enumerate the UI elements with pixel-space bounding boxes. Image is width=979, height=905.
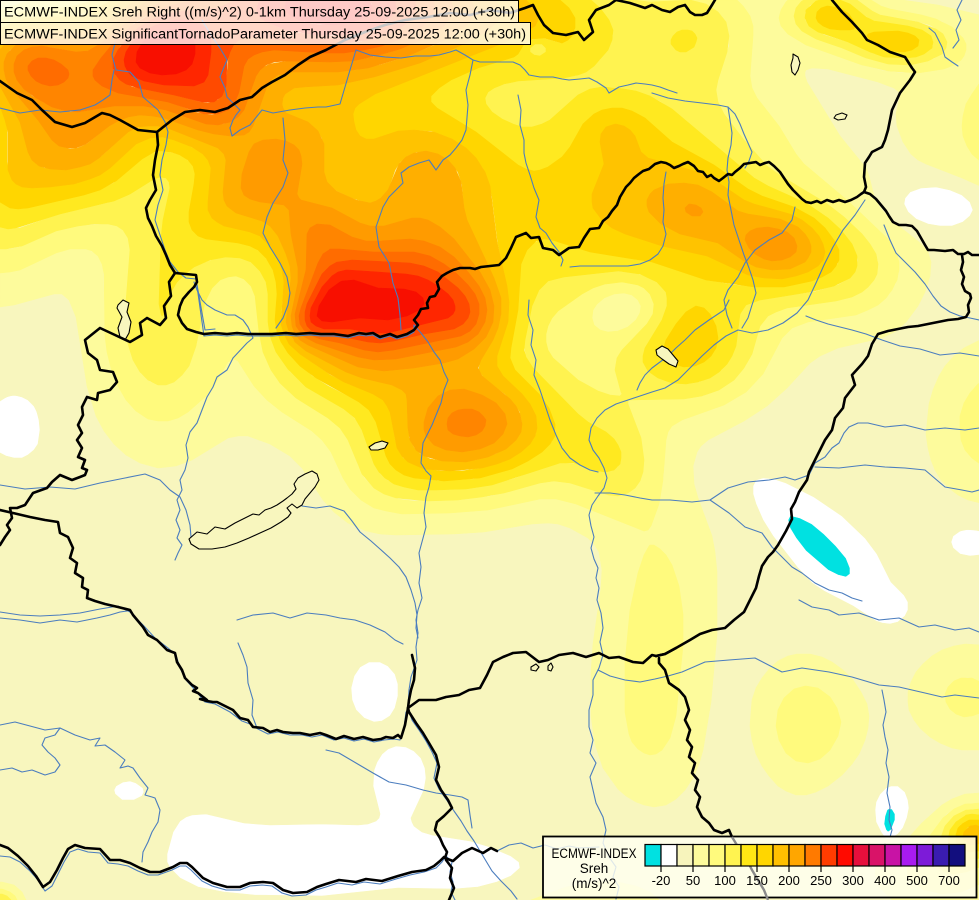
svg-text:50: 50 xyxy=(686,873,700,888)
svg-text:300: 300 xyxy=(842,873,864,888)
svg-text:400: 400 xyxy=(874,873,896,888)
svg-text:(m/s)^2: (m/s)^2 xyxy=(572,876,617,891)
svg-text:ECMWF-INDEX Sreh Right ((m/s)^: ECMWF-INDEX Sreh Right ((m/s)^2) 0-1km T… xyxy=(4,5,515,21)
svg-text:ECMWF-INDEX: ECMWF-INDEX xyxy=(552,846,637,861)
svg-text:150: 150 xyxy=(746,873,768,888)
svg-text:700: 700 xyxy=(938,873,960,888)
svg-text:200: 200 xyxy=(778,873,800,888)
svg-text:250: 250 xyxy=(810,873,832,888)
svg-text:500: 500 xyxy=(906,873,928,888)
svg-text:Sreh: Sreh xyxy=(580,861,609,876)
svg-text:-20: -20 xyxy=(652,873,671,888)
svg-text:100: 100 xyxy=(714,873,736,888)
svg-text:ECMWF-INDEX SignificantTornado: ECMWF-INDEX SignificantTornadoParameter … xyxy=(4,27,526,43)
